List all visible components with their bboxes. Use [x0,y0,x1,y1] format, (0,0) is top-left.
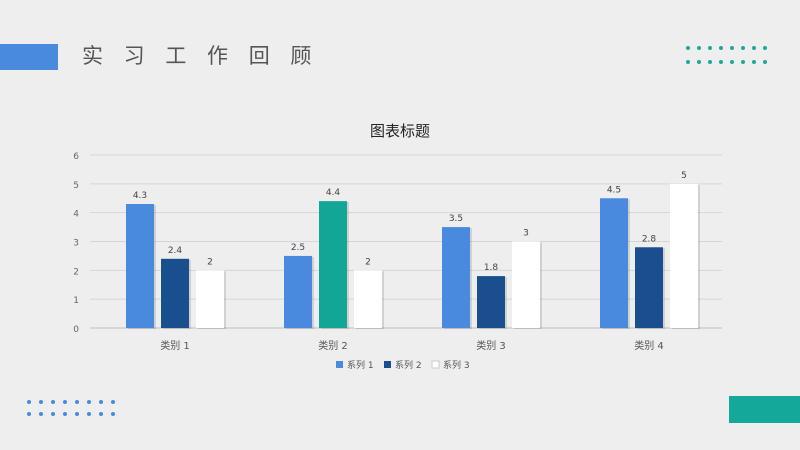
bar-3-4 [670,183,698,328]
bottom-accent-bar [729,396,800,423]
bar-2-4 [635,247,663,328]
data-label: 3.5 [449,214,463,224]
data-label: 2 [365,257,371,267]
bar-1-3 [442,227,470,328]
y-tick-label: 5 [73,181,79,191]
data-label: 2.5 [291,243,305,253]
y-tick-label: 4 [73,210,79,220]
slide-title: 实 习 工 作 回 顾 [82,44,319,68]
bar-3-3 [512,241,540,328]
bar-2-1 [161,258,189,328]
bar-3-1 [196,270,224,328]
legend-label: 系列 3 [443,359,470,371]
legend-swatch [336,361,343,368]
y-tick-label: 3 [73,239,79,249]
chart-title: 图表标题 [370,122,430,140]
y-tick-label: 2 [73,267,79,277]
x-tick-label: 类别 4 [634,339,664,352]
data-label: 3 [523,229,529,239]
bar-1-1 [126,204,154,328]
bar-1-4 [600,198,628,328]
x-tick-label: 类别 2 [318,339,348,352]
title-accent-bar [0,44,58,70]
data-label: 1.8 [484,263,499,273]
data-label: 2.4 [168,246,183,256]
data-label: 4.5 [607,185,621,195]
decorative-dots-top-right [686,46,767,64]
bar-2-3 [477,276,505,328]
bar-1-2 [284,255,312,328]
data-label: 4.4 [326,188,341,198]
legend-swatch [384,361,391,368]
data-label: 2 [207,257,213,267]
y-tick-label: 0 [73,325,79,335]
legend-swatch [431,360,440,369]
legend-label: 系列 1 [347,359,374,371]
x-tick-label: 类别 1 [160,339,190,352]
decorative-dots-bottom-left [27,400,115,416]
bar-3-2 [354,270,382,328]
data-label: 4.3 [133,191,147,201]
y-tick-label: 6 [73,152,79,162]
x-tick-label: 类别 3 [476,339,506,352]
legend-label: 系列 2 [395,359,422,371]
bar-2-2 [319,201,347,328]
data-label: 2.8 [642,234,657,244]
y-tick-label: 1 [73,296,79,306]
data-label: 5 [681,171,687,181]
